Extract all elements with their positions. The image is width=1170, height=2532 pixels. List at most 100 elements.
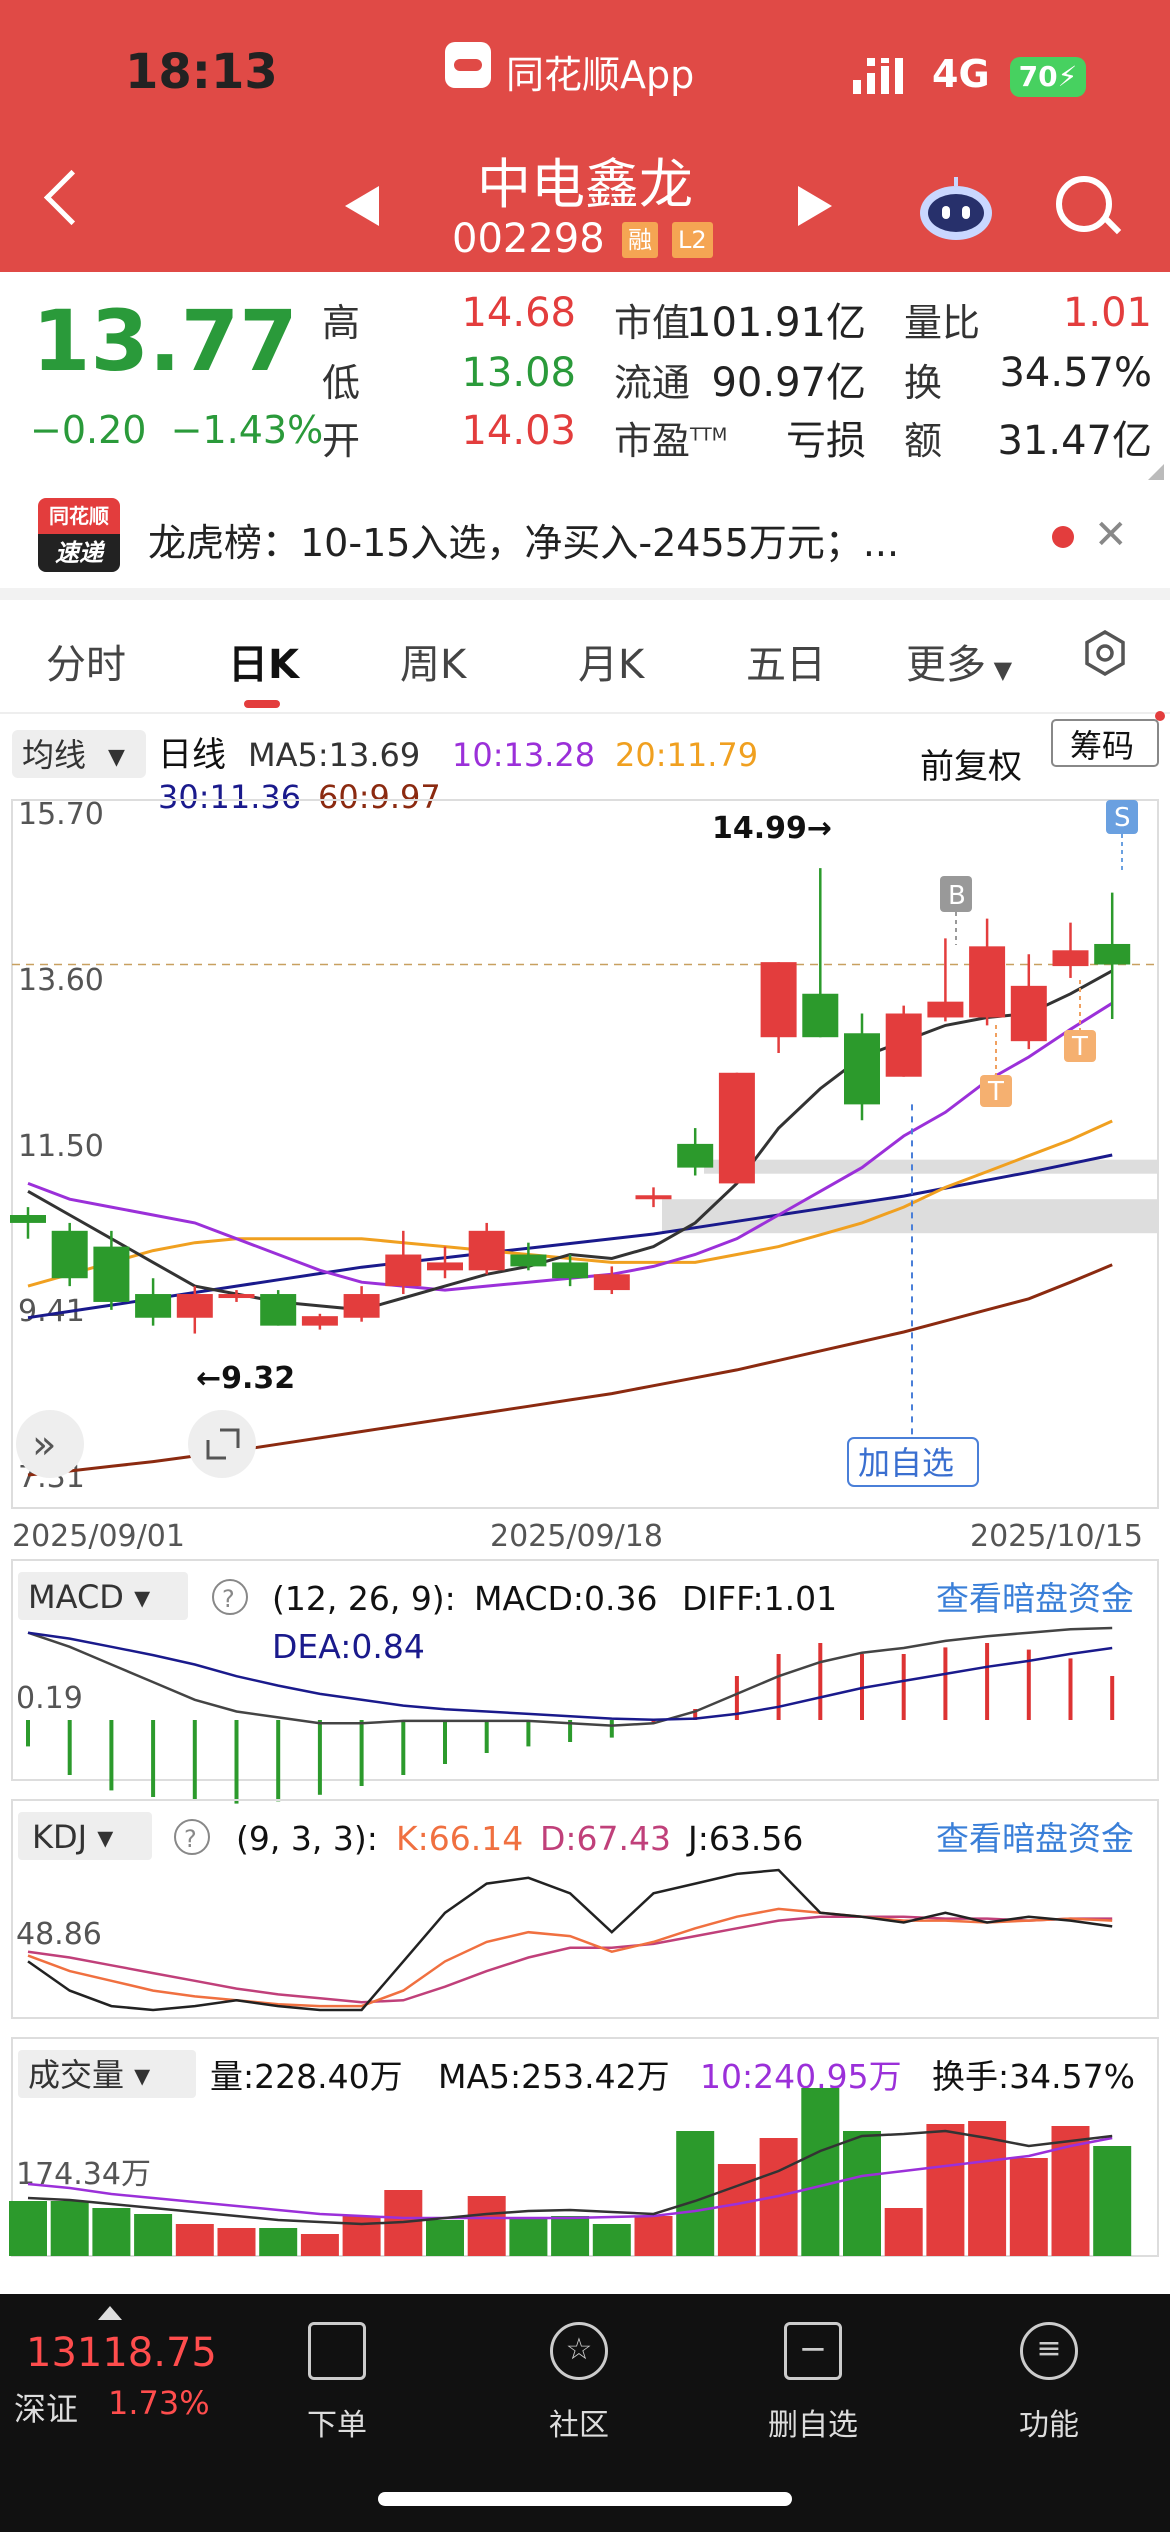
- ma5-line: [27, 969, 1113, 1312]
- volume-bar: [1009, 2158, 1048, 2256]
- tab-monthly-k[interactable]: 月K: [578, 642, 645, 688]
- macd-dea: DEA:0.84: [272, 1627, 425, 1666]
- divider: [0, 712, 1170, 714]
- ma10-label: 10:13.28: [452, 736, 595, 774]
- macd-histogram-bar: [734, 1676, 739, 1720]
- adjust-type-label: 前复权: [920, 747, 1022, 787]
- price-change: −0.20 −1.43%: [30, 408, 323, 452]
- macd-histogram-bar: [26, 1720, 30, 1747]
- volume-bar: [467, 2196, 506, 2256]
- volume-bar: [342, 2216, 381, 2256]
- turnover-rate: 换手:34.57%: [932, 2057, 1135, 2096]
- tab-intraday[interactable]: 分时: [46, 642, 126, 688]
- prev-stock-icon[interactable]: [345, 186, 379, 226]
- volume-ma10: 10:240.95万: [700, 2057, 902, 2096]
- kdj-k: K:66.14: [396, 1819, 523, 1858]
- quote-value: 31.47亿: [997, 418, 1152, 464]
- chips-red-dot: [1155, 711, 1165, 721]
- chevron-down-icon: ▼: [108, 745, 125, 770]
- search-icon[interactable]: [1056, 176, 1112, 232]
- volume-bar: [592, 2224, 631, 2256]
- macd-params: (12, 26, 9):: [272, 1579, 456, 1618]
- buy-marker-label: B: [948, 881, 966, 911]
- expand-corner-icon[interactable]: [1148, 464, 1164, 480]
- nav-label: 删自选: [768, 2408, 858, 2443]
- high-price-marker: 14.99→: [712, 811, 832, 846]
- candle-body: [343, 1294, 380, 1318]
- help-icon-glyph: ?: [184, 1825, 197, 1853]
- index-name: 深证: [14, 2390, 79, 2428]
- ttm-superscript: TTM: [690, 424, 728, 446]
- candle-body: [468, 1230, 505, 1271]
- nav-label: 社区: [549, 2408, 609, 2443]
- nav-label: 功能: [1019, 2408, 1079, 2443]
- candle-body: [718, 1072, 755, 1184]
- network-type: 4G: [932, 52, 990, 96]
- sell-marker-label: S: [1114, 803, 1131, 833]
- level2-tag: L2: [672, 222, 713, 258]
- t-marker-icon: [1064, 1030, 1096, 1062]
- nav-order-button[interactable]: 下单: [262, 2322, 412, 2444]
- quote-value: 101.91亿: [686, 300, 866, 346]
- candle-body: [135, 1294, 172, 1318]
- nav-community-button[interactable]: ☆ 社区: [504, 2322, 654, 2444]
- y-axis-label: 15.70: [18, 797, 104, 832]
- tab-five-day[interactable]: 五日: [746, 642, 826, 688]
- tab-weekly-k[interactable]: 周K: [400, 642, 467, 688]
- candle-body: [260, 1294, 297, 1326]
- tab-daily-k[interactable]: 日K: [228, 642, 299, 688]
- macd-histogram-bar: [234, 1720, 239, 1804]
- ma-selector-label: 均线: [22, 736, 86, 774]
- candle-body: [760, 962, 797, 1038]
- minus-box-icon: −: [784, 2322, 842, 2380]
- margin-tag: 融: [622, 222, 658, 258]
- close-icon[interactable]: ✕: [1094, 512, 1128, 558]
- tab-more[interactable]: 更多 ▼: [906, 632, 1012, 690]
- signal-icon: [853, 58, 903, 94]
- quote-label: 流通: [614, 361, 691, 405]
- robot-assistant-icon[interactable]: [918, 175, 994, 241]
- y-axis-label: 11.50: [18, 1129, 104, 1164]
- price-panel-border: [11, 799, 1159, 1509]
- index-value[interactable]: 13118.75: [26, 2330, 217, 2376]
- settings-icon[interactable]: [1082, 630, 1128, 676]
- candle-body: [552, 1262, 589, 1279]
- volume-ma5-line: [27, 2129, 1113, 2226]
- macd-histogram-bar: [484, 1720, 489, 1753]
- macd-histogram-bar: [151, 1720, 156, 1797]
- ma30-line: [27, 1153, 1113, 1320]
- candle-body: [51, 1230, 88, 1279]
- home-indicator[interactable]: [378, 2492, 792, 2506]
- kdj-axis-label: 48.86: [16, 1917, 102, 1952]
- app-logo-icon: [445, 42, 491, 88]
- macd-diff: DIFF:1.01: [682, 1579, 837, 1618]
- macd-histogram-bar: [526, 1720, 531, 1747]
- volume-bar: [9, 2201, 47, 2256]
- next-stock-icon[interactable]: [798, 186, 832, 226]
- volume-value: 量:228.40万: [210, 2057, 403, 2096]
- nav-remove-watch-button[interactable]: − 删自选: [738, 2322, 888, 2444]
- volume-axis-label: 174.34万: [16, 2157, 151, 2192]
- quote-label: 额: [904, 419, 943, 463]
- status-time: 18:13: [125, 44, 278, 100]
- volume-bar: [426, 2220, 464, 2256]
- candle-body: [93, 1246, 130, 1302]
- news-text[interactable]: 龙虎榜：10-15入选，净买入-2455万元；...: [148, 521, 900, 565]
- star-icon: ☆: [550, 2322, 608, 2380]
- quote-label: 高: [322, 301, 361, 345]
- news-logo-top: 同花顺: [38, 498, 120, 534]
- candle-body: [677, 1143, 714, 1168]
- candle-body: [218, 1294, 255, 1299]
- quote-value: 亏损: [786, 418, 866, 464]
- candle-body: [301, 1316, 338, 1326]
- add-watchlist-button: [847, 1437, 979, 1487]
- kdj-d-line: [27, 1915, 1113, 2004]
- chip-band: [704, 1159, 1158, 1174]
- volume-bar: [134, 2214, 173, 2256]
- macd-histogram-bar: [109, 1720, 114, 1791]
- nav-functions-button[interactable]: ≡ 功能: [974, 2322, 1124, 2444]
- stock-charts[interactable]: 均线 ▼ 日线 MA5:13.69 10:13.28 20:11.79 30:11.36 60…: [0, 710, 1170, 2294]
- volume-bar: [968, 2121, 1007, 2256]
- help-icon: [174, 1819, 210, 1855]
- macd-histogram-bar: [67, 1720, 72, 1775]
